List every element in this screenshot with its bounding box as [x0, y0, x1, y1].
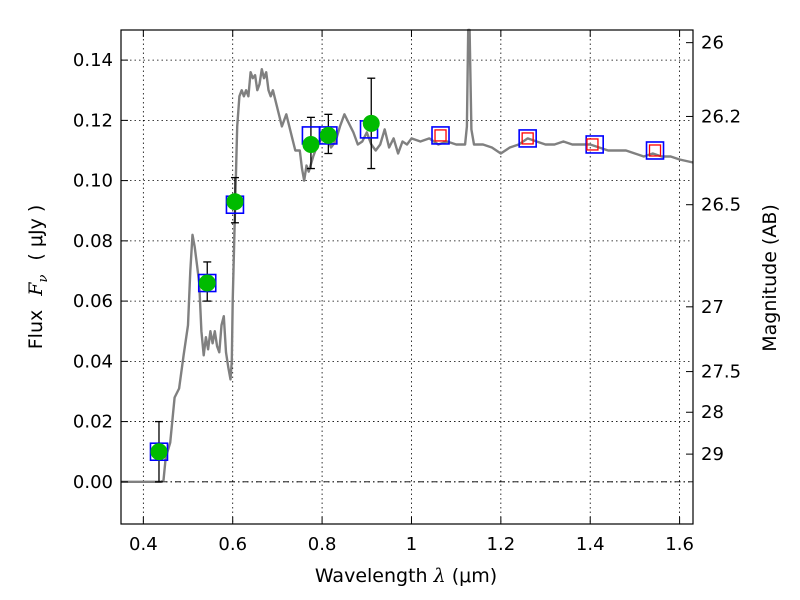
y-tick-label: 0.06 [73, 291, 113, 312]
measured-flux-point [302, 135, 320, 153]
y-tick-label: 0.08 [73, 231, 113, 252]
right-tick-label: 29 [701, 444, 724, 465]
right-tick-label: 26 [701, 33, 724, 54]
right-tick-label: 27.5 [701, 362, 741, 383]
measured-flux-point [150, 443, 168, 461]
measured-flux-point [319, 126, 337, 144]
x-axis-label: Wavelength λ (μm) [315, 565, 497, 587]
x-tick-label: 1.2 [487, 534, 516, 555]
x-tick-label: 0.8 [308, 534, 337, 555]
y-tick-label: 0.14 [73, 50, 113, 71]
right-tick-label: 26.5 [701, 195, 741, 216]
model-photometry-square [431, 126, 450, 145]
x-axis-label-unit: (μm) [452, 565, 497, 587]
spectrum-layer [121, 28, 694, 483]
model-photometry-square [585, 135, 604, 154]
y-tick-label: 0.02 [73, 412, 113, 433]
right-axis-label: Magnitude (AB) [759, 204, 781, 352]
y-tick-label: 0.12 [73, 110, 113, 131]
y-axis-label-subscript: ν [36, 275, 51, 283]
x-tick-label: 0.4 [129, 534, 158, 555]
x-tick-label: 1.6 [665, 534, 694, 555]
x-axis-label-prefix: Wavelength [315, 565, 428, 587]
infrared-flux-square [586, 138, 599, 151]
x-tick-label: 1 [406, 534, 417, 555]
model-photometry-square [645, 141, 665, 160]
infrared-flux-square [648, 144, 662, 157]
x-tick-label: 1.4 [576, 534, 605, 555]
tick-marks [121, 30, 693, 524]
y-axis-label: Flux Fν ( μJy ) [25, 205, 52, 350]
right-tick-label: 28 [701, 402, 724, 423]
measured-flux-point [198, 274, 216, 292]
plot-frame [120, 29, 694, 525]
y-tick-label: 0.00 [73, 472, 113, 493]
infrared-flux-square [434, 129, 447, 142]
x-axis-label-symbol: λ [433, 565, 446, 587]
y-axis-label-prefix: Flux [25, 310, 47, 350]
right-tick-label: 26.2 [701, 106, 741, 127]
measured-flux-point [362, 114, 380, 132]
spectrum-line [121, 28, 694, 483]
y-tick-label: 0.10 [73, 171, 113, 192]
tick-labels: 0.4 0.6 0.8 1 1.2 1.4 1.6 0.00 0.02 0.04 0.06 0.08 0… [73, 33, 741, 555]
x-tick-label: 0.6 [218, 534, 247, 555]
infrared-flux-square [521, 132, 534, 145]
right-tick-label: 27 [701, 297, 724, 318]
y-tick-label: 0.04 [73, 351, 113, 372]
marker-layer [149, 114, 665, 462]
model-photometry-square [518, 129, 537, 148]
y-axis-label-symbol: F [25, 282, 47, 297]
measured-flux-point [226, 193, 244, 211]
y-axis-label-unit: ( μJy ) [25, 205, 47, 261]
